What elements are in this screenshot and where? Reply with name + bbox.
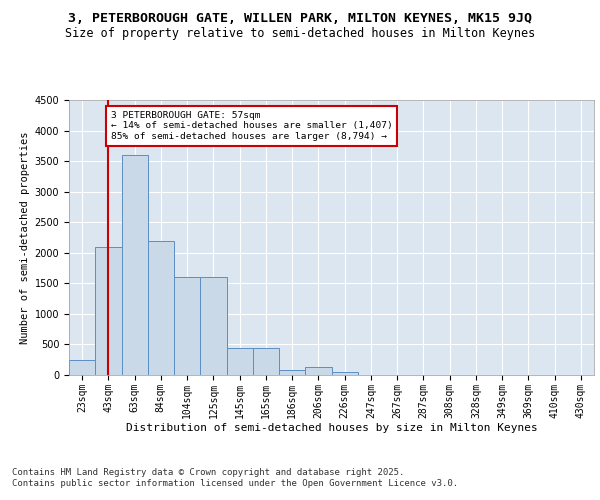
Bar bbox=[95, 246, 121, 375]
Bar bbox=[279, 370, 305, 375]
Bar bbox=[69, 360, 95, 375]
Text: Contains HM Land Registry data © Crown copyright and database right 2025.
Contai: Contains HM Land Registry data © Crown c… bbox=[12, 468, 458, 487]
Bar bbox=[305, 367, 331, 375]
Text: Size of property relative to semi-detached houses in Milton Keynes: Size of property relative to semi-detach… bbox=[65, 28, 535, 40]
Y-axis label: Number of semi-detached properties: Number of semi-detached properties bbox=[20, 131, 31, 344]
Bar bbox=[331, 372, 358, 375]
Bar bbox=[148, 240, 174, 375]
Text: 3 PETERBOROUGH GATE: 57sqm
← 14% of semi-detached houses are smaller (1,407)
85%: 3 PETERBOROUGH GATE: 57sqm ← 14% of semi… bbox=[111, 111, 393, 141]
Bar bbox=[253, 348, 279, 375]
Bar bbox=[200, 277, 227, 375]
Text: 3, PETERBOROUGH GATE, WILLEN PARK, MILTON KEYNES, MK15 9JQ: 3, PETERBOROUGH GATE, WILLEN PARK, MILTO… bbox=[68, 12, 532, 26]
X-axis label: Distribution of semi-detached houses by size in Milton Keynes: Distribution of semi-detached houses by … bbox=[125, 424, 538, 434]
Bar bbox=[174, 277, 200, 375]
Bar bbox=[121, 155, 148, 375]
Bar bbox=[227, 348, 253, 375]
